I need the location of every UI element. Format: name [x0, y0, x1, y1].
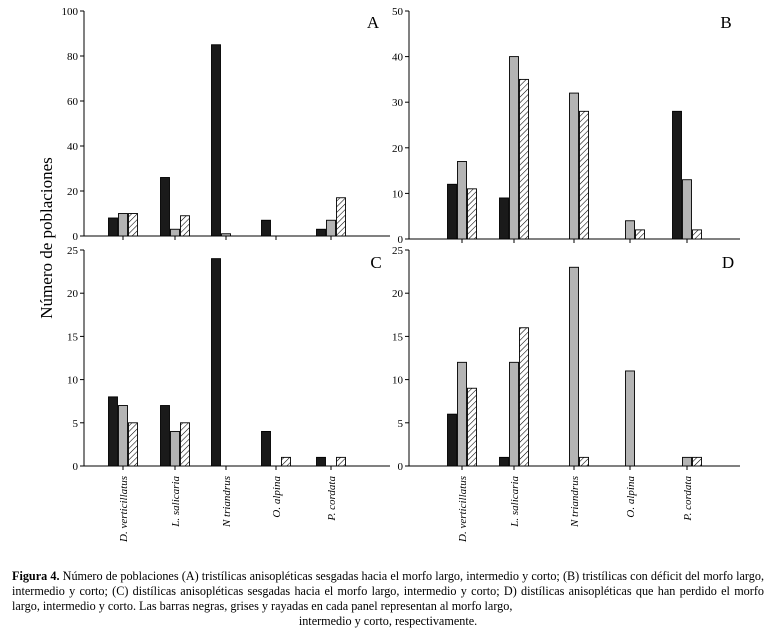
- y-tick-label: 15: [67, 331, 79, 343]
- y-tick-label: 20: [67, 288, 79, 300]
- y-tick-label: 40: [67, 141, 79, 153]
- bar-intermedio: [569, 92, 579, 240]
- figure-chart: Número de poblaciones 020406080100A01020…: [37, 6, 740, 543]
- x-category-label: L. salicaria: [170, 476, 182, 528]
- bar-largo: [672, 110, 682, 240]
- y-tick-label: 40: [392, 52, 404, 64]
- y-tick-label: 0: [398, 234, 404, 246]
- bar-intermedio: [326, 219, 336, 237]
- bar-corto: [128, 213, 138, 237]
- x-category-label: O. alpina: [625, 476, 637, 518]
- y-tick-label: 0: [73, 461, 79, 473]
- y-tick-label: 100: [62, 6, 79, 18]
- bar-largo: [160, 177, 170, 237]
- x-category-label: D. verticillatus: [118, 476, 130, 543]
- bar-intermedio: [118, 213, 128, 237]
- bar-intermedio: [625, 370, 635, 467]
- bar-corto: [336, 197, 346, 237]
- bar-corto: [519, 327, 529, 467]
- x-category-label: D. verticillatus: [457, 476, 469, 543]
- caption-label: Figura 4.: [12, 569, 60, 583]
- panel-d: 0 5 10 15 20 25 D D. verticillatus L. salicaria N…: [392, 245, 740, 543]
- panel-label: C: [370, 253, 381, 272]
- bar-largo: [108, 396, 118, 467]
- bar-largo: [316, 228, 326, 237]
- y-tick-label: 10: [392, 375, 404, 387]
- bar-corto: [180, 215, 190, 237]
- bar-largo: [211, 44, 221, 237]
- y-tick-label: 15: [392, 331, 404, 343]
- y-tick-label: 25: [392, 245, 404, 257]
- y-tick-label: 20: [392, 143, 404, 155]
- figure-caption: Figura 4. Número de poblaciones (A) tris…: [12, 569, 764, 629]
- bar-largo: [211, 258, 221, 467]
- panel-c: 0 5 10 15 20 25 C D. verticillatus L. salicaria N…: [67, 245, 390, 543]
- bar-intermedio: [509, 56, 519, 240]
- x-category-label: N triandrus: [221, 476, 233, 528]
- bar-intermedio: [170, 228, 180, 237]
- bar-corto: [692, 229, 702, 240]
- y-tick-label: 5: [398, 418, 404, 430]
- bar-corto: [579, 110, 589, 240]
- y-tick-label: 0: [398, 461, 404, 473]
- bar-largo: [160, 405, 170, 467]
- y-tick-label: 25: [67, 245, 79, 257]
- bar-corto: [336, 456, 346, 467]
- bar-corto: [519, 78, 529, 240]
- bar-largo: [447, 413, 457, 467]
- x-category-label: O. alpina: [271, 476, 283, 518]
- y-tick-label: 10: [67, 375, 79, 387]
- panel-label: B: [720, 13, 731, 32]
- bar-intermedio: [569, 266, 579, 467]
- bar-intermedio: [682, 179, 692, 240]
- bar-intermedio: [118, 405, 128, 467]
- bar-corto: [579, 456, 589, 467]
- bar-corto: [467, 188, 477, 240]
- bar-intermedio: [457, 361, 467, 467]
- x-category-label: P. cordata: [682, 476, 694, 522]
- bar-intermedio: [625, 220, 635, 240]
- y-tick-label: 0: [73, 231, 79, 243]
- panel-label: D: [722, 253, 734, 272]
- bar-largo: [316, 456, 326, 467]
- bar-corto: [128, 422, 138, 467]
- y-tick-label: 50: [392, 6, 404, 18]
- y-tick-label: 10: [392, 188, 404, 200]
- bar-intermedio: [457, 161, 467, 240]
- y-axis-label: Número de poblaciones: [37, 157, 56, 318]
- panel-a: 0 20 40 60 80 100 A: [62, 6, 390, 243]
- y-tick-label: 60: [67, 96, 79, 108]
- bar-corto: [281, 456, 291, 467]
- caption-last-line: intermedio y corto, respectivamente.: [298, 614, 478, 628]
- bar-corto: [180, 422, 190, 467]
- bar-intermedio: [170, 430, 180, 467]
- bar-corto: [635, 229, 645, 240]
- caption-text: Número de poblaciones (A) tristílicas an…: [12, 569, 764, 613]
- y-tick-label: 80: [67, 51, 79, 63]
- panel-b: 0 10 20 30 40 50 B: [392, 6, 740, 246]
- bar-largo: [108, 217, 118, 237]
- bar-largo: [447, 183, 457, 240]
- bar-largo: [499, 456, 509, 467]
- bar-corto: [467, 387, 477, 467]
- x-category-label: L. salicaria: [509, 476, 521, 528]
- y-tick-label: 20: [392, 288, 404, 300]
- bar-largo: [499, 197, 509, 240]
- panel-label: A: [367, 13, 380, 32]
- bar-intermedio: [221, 233, 231, 237]
- y-tick-label: 5: [73, 418, 79, 430]
- x-category-label: N triandrus: [569, 476, 581, 528]
- bar-corto: [692, 456, 702, 467]
- y-tick-label: 20: [67, 186, 79, 198]
- bar-intermedio: [509, 361, 519, 467]
- bar-intermedio: [682, 456, 692, 467]
- bar-largo: [261, 430, 271, 467]
- y-tick-label: 30: [392, 97, 404, 109]
- x-category-label: P. cordata: [326, 476, 338, 522]
- bar-largo: [261, 219, 271, 237]
